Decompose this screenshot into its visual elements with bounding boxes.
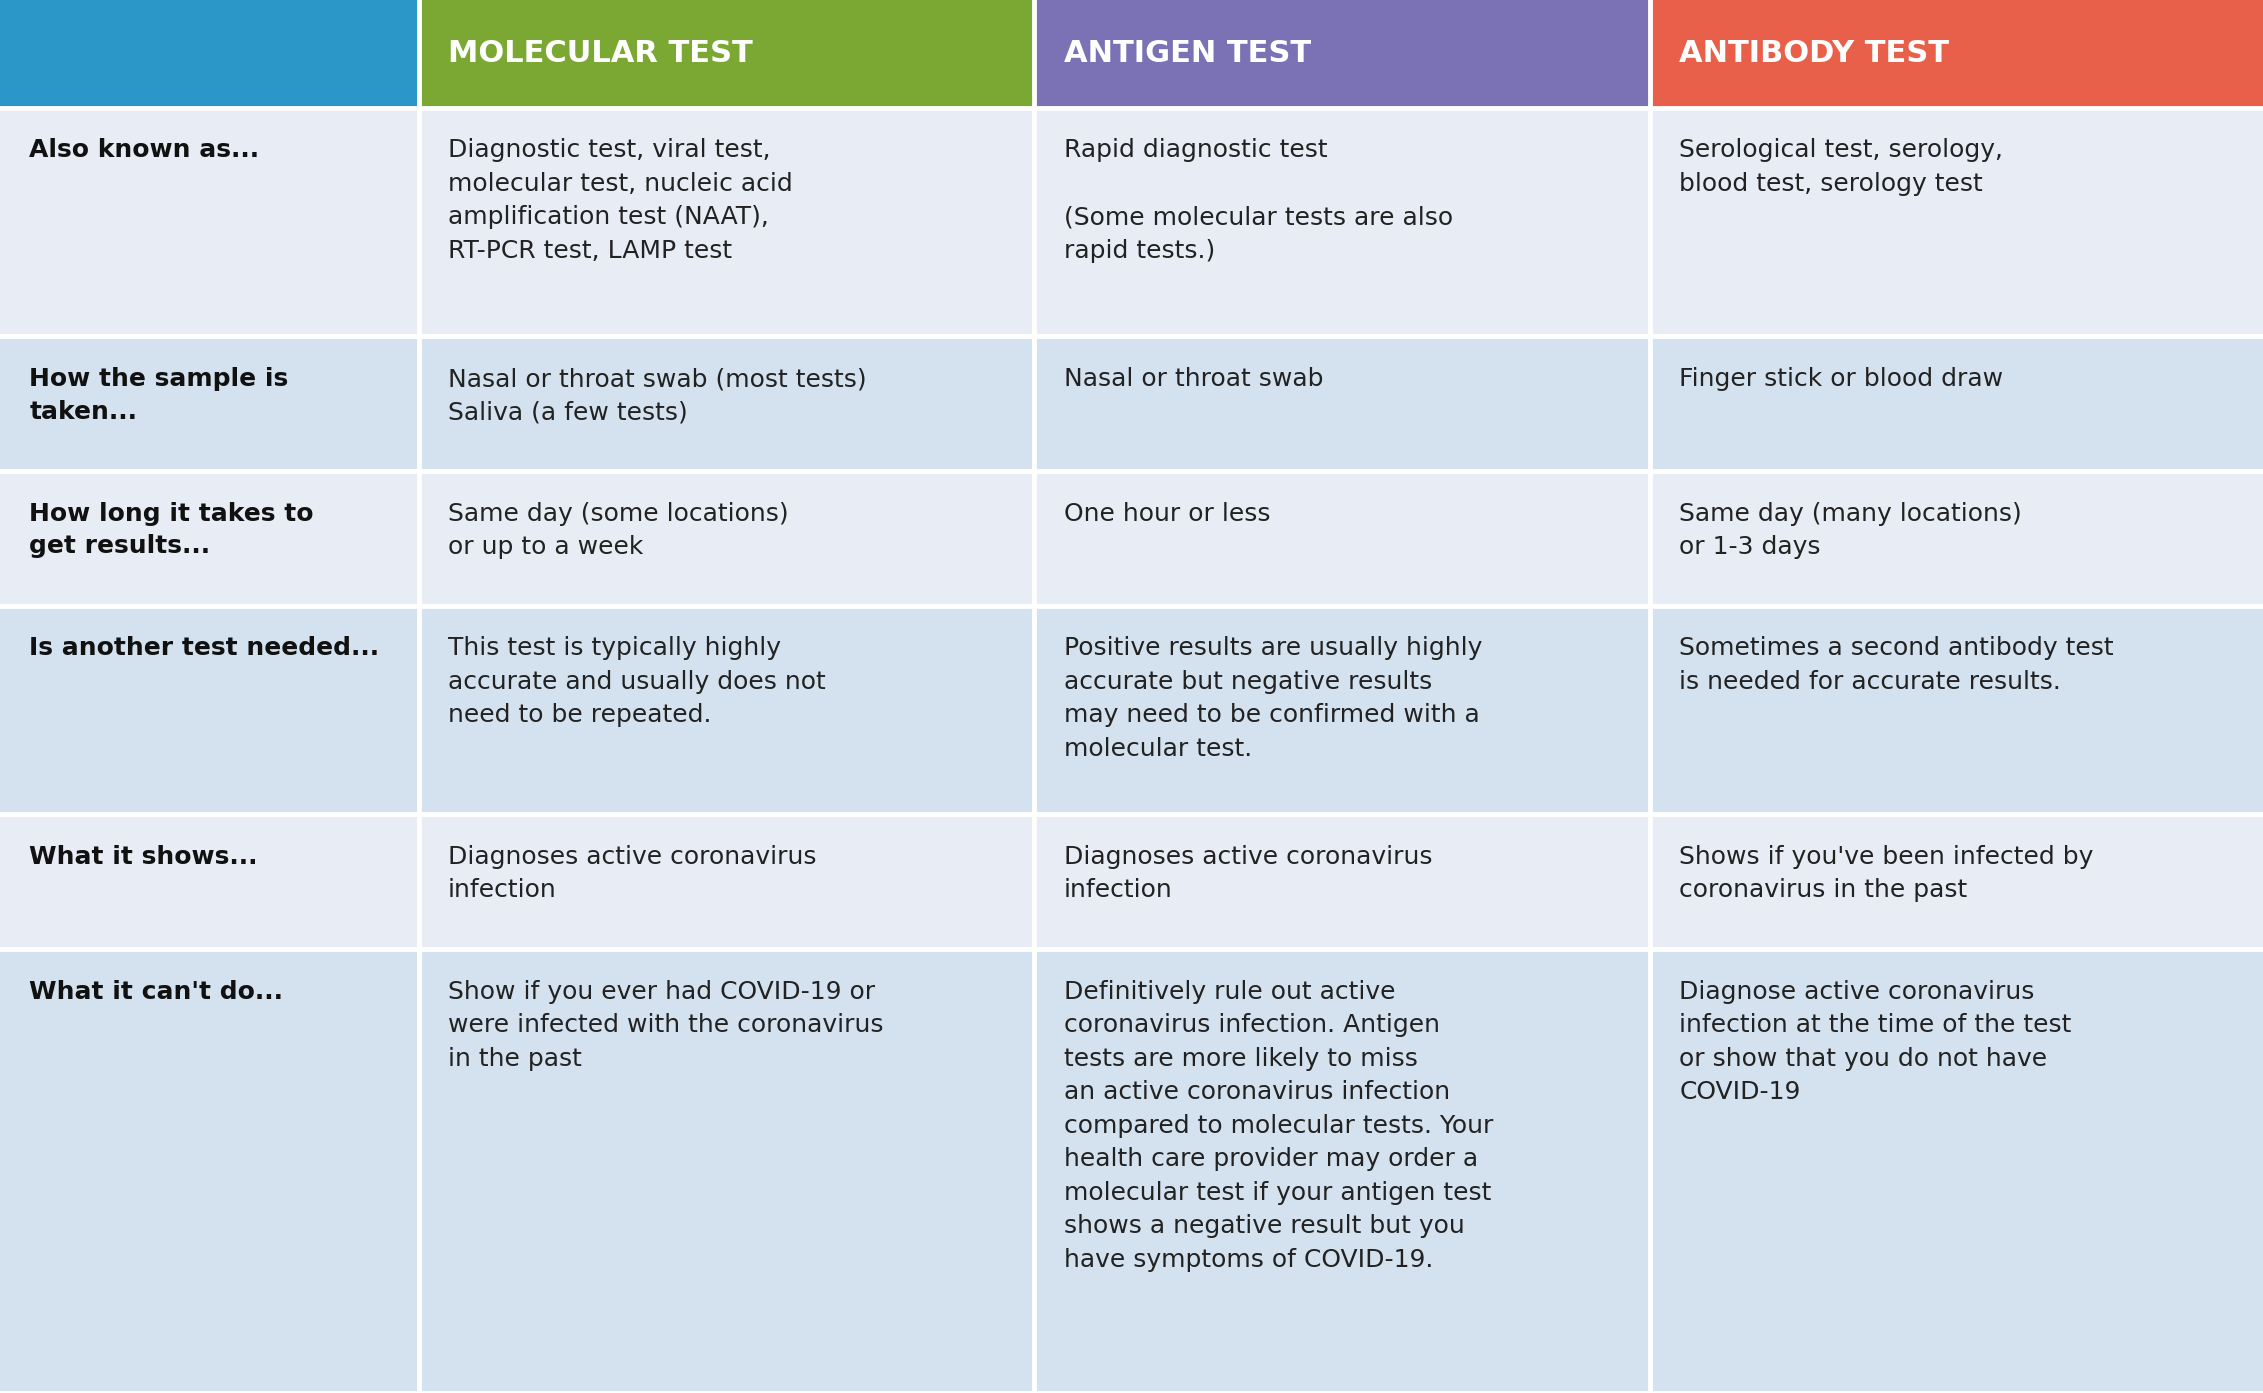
FancyBboxPatch shape: [0, 0, 419, 107]
Text: Diagnostic test, viral test,
molecular test, nucleic acid
amplification test (NA: Diagnostic test, viral test, molecular t…: [448, 138, 792, 263]
FancyBboxPatch shape: [419, 471, 1034, 606]
Text: MOLECULAR TEST: MOLECULAR TEST: [448, 39, 754, 68]
Text: This test is typically highly
accurate and usually does not
need to be repeated.: This test is typically highly accurate a…: [448, 637, 826, 727]
FancyBboxPatch shape: [1034, 471, 1650, 606]
FancyBboxPatch shape: [0, 337, 419, 471]
Text: ANTIBODY TEST: ANTIBODY TEST: [1679, 39, 1948, 68]
FancyBboxPatch shape: [1034, 337, 1650, 471]
FancyBboxPatch shape: [1650, 471, 2263, 606]
Text: Shows if you've been infected by
coronavirus in the past: Shows if you've been infected by coronav…: [1679, 846, 2093, 903]
Text: Serological test, serology,
blood test, serology test: Serological test, serology, blood test, …: [1679, 138, 2003, 196]
Text: How the sample is
taken...: How the sample is taken...: [29, 368, 290, 423]
Text: What it shows...: What it shows...: [29, 846, 258, 869]
Text: Finger stick or blood draw: Finger stick or blood draw: [1679, 368, 2003, 391]
FancyBboxPatch shape: [1034, 949, 1650, 1393]
FancyBboxPatch shape: [0, 949, 419, 1393]
FancyBboxPatch shape: [1650, 107, 2263, 337]
FancyBboxPatch shape: [1650, 949, 2263, 1393]
FancyBboxPatch shape: [1034, 606, 1650, 815]
FancyBboxPatch shape: [1034, 0, 1650, 107]
FancyBboxPatch shape: [1650, 337, 2263, 471]
Text: One hour or less: One hour or less: [1064, 501, 1270, 525]
Text: Diagnoses active coronavirus
infection: Diagnoses active coronavirus infection: [448, 846, 817, 903]
Text: Nasal or throat swab: Nasal or throat swab: [1064, 368, 1324, 391]
FancyBboxPatch shape: [419, 949, 1034, 1393]
Text: Diagnoses active coronavirus
infection: Diagnoses active coronavirus infection: [1064, 846, 1432, 903]
FancyBboxPatch shape: [0, 471, 419, 606]
FancyBboxPatch shape: [419, 815, 1034, 949]
Text: Positive results are usually highly
accurate but negative results
may need to be: Positive results are usually highly accu…: [1064, 637, 1482, 761]
Text: Also known as...: Also known as...: [29, 138, 260, 163]
FancyBboxPatch shape: [1034, 107, 1650, 337]
Text: Diagnose active coronavirus
infection at the time of the test
or show that you d: Diagnose active coronavirus infection at…: [1679, 979, 2071, 1105]
Text: Sometimes a second antibody test
is needed for accurate results.: Sometimes a second antibody test is need…: [1679, 637, 2114, 694]
FancyBboxPatch shape: [419, 606, 1034, 815]
Text: Rapid diagnostic test

(Some molecular tests are also
rapid tests.): Rapid diagnostic test (Some molecular te…: [1064, 138, 1453, 263]
Text: ANTIGEN TEST: ANTIGEN TEST: [1064, 39, 1310, 68]
Text: How long it takes to
get results...: How long it takes to get results...: [29, 501, 315, 559]
Text: Is another test needed...: Is another test needed...: [29, 637, 380, 660]
Text: Nasal or throat swab (most tests)
Saliva (a few tests): Nasal or throat swab (most tests) Saliva…: [448, 368, 867, 425]
FancyBboxPatch shape: [1650, 815, 2263, 949]
FancyBboxPatch shape: [419, 337, 1034, 471]
FancyBboxPatch shape: [419, 107, 1034, 337]
Text: Show if you ever had COVID-19 or
were infected with the coronavirus
in the past: Show if you ever had COVID-19 or were in…: [448, 979, 883, 1070]
FancyBboxPatch shape: [0, 107, 419, 337]
FancyBboxPatch shape: [1650, 0, 2263, 107]
Text: Same day (some locations)
or up to a week: Same day (some locations) or up to a wee…: [448, 501, 790, 559]
Text: Definitively rule out active
coronavirus infection. Antigen
tests are more likel: Definitively rule out active coronavirus…: [1064, 979, 1494, 1272]
FancyBboxPatch shape: [1650, 606, 2263, 815]
Text: What it can't do...: What it can't do...: [29, 979, 283, 1003]
FancyBboxPatch shape: [0, 606, 419, 815]
FancyBboxPatch shape: [0, 815, 419, 949]
FancyBboxPatch shape: [1034, 815, 1650, 949]
FancyBboxPatch shape: [419, 0, 1034, 107]
Text: Same day (many locations)
or 1-3 days: Same day (many locations) or 1-3 days: [1679, 501, 2021, 559]
